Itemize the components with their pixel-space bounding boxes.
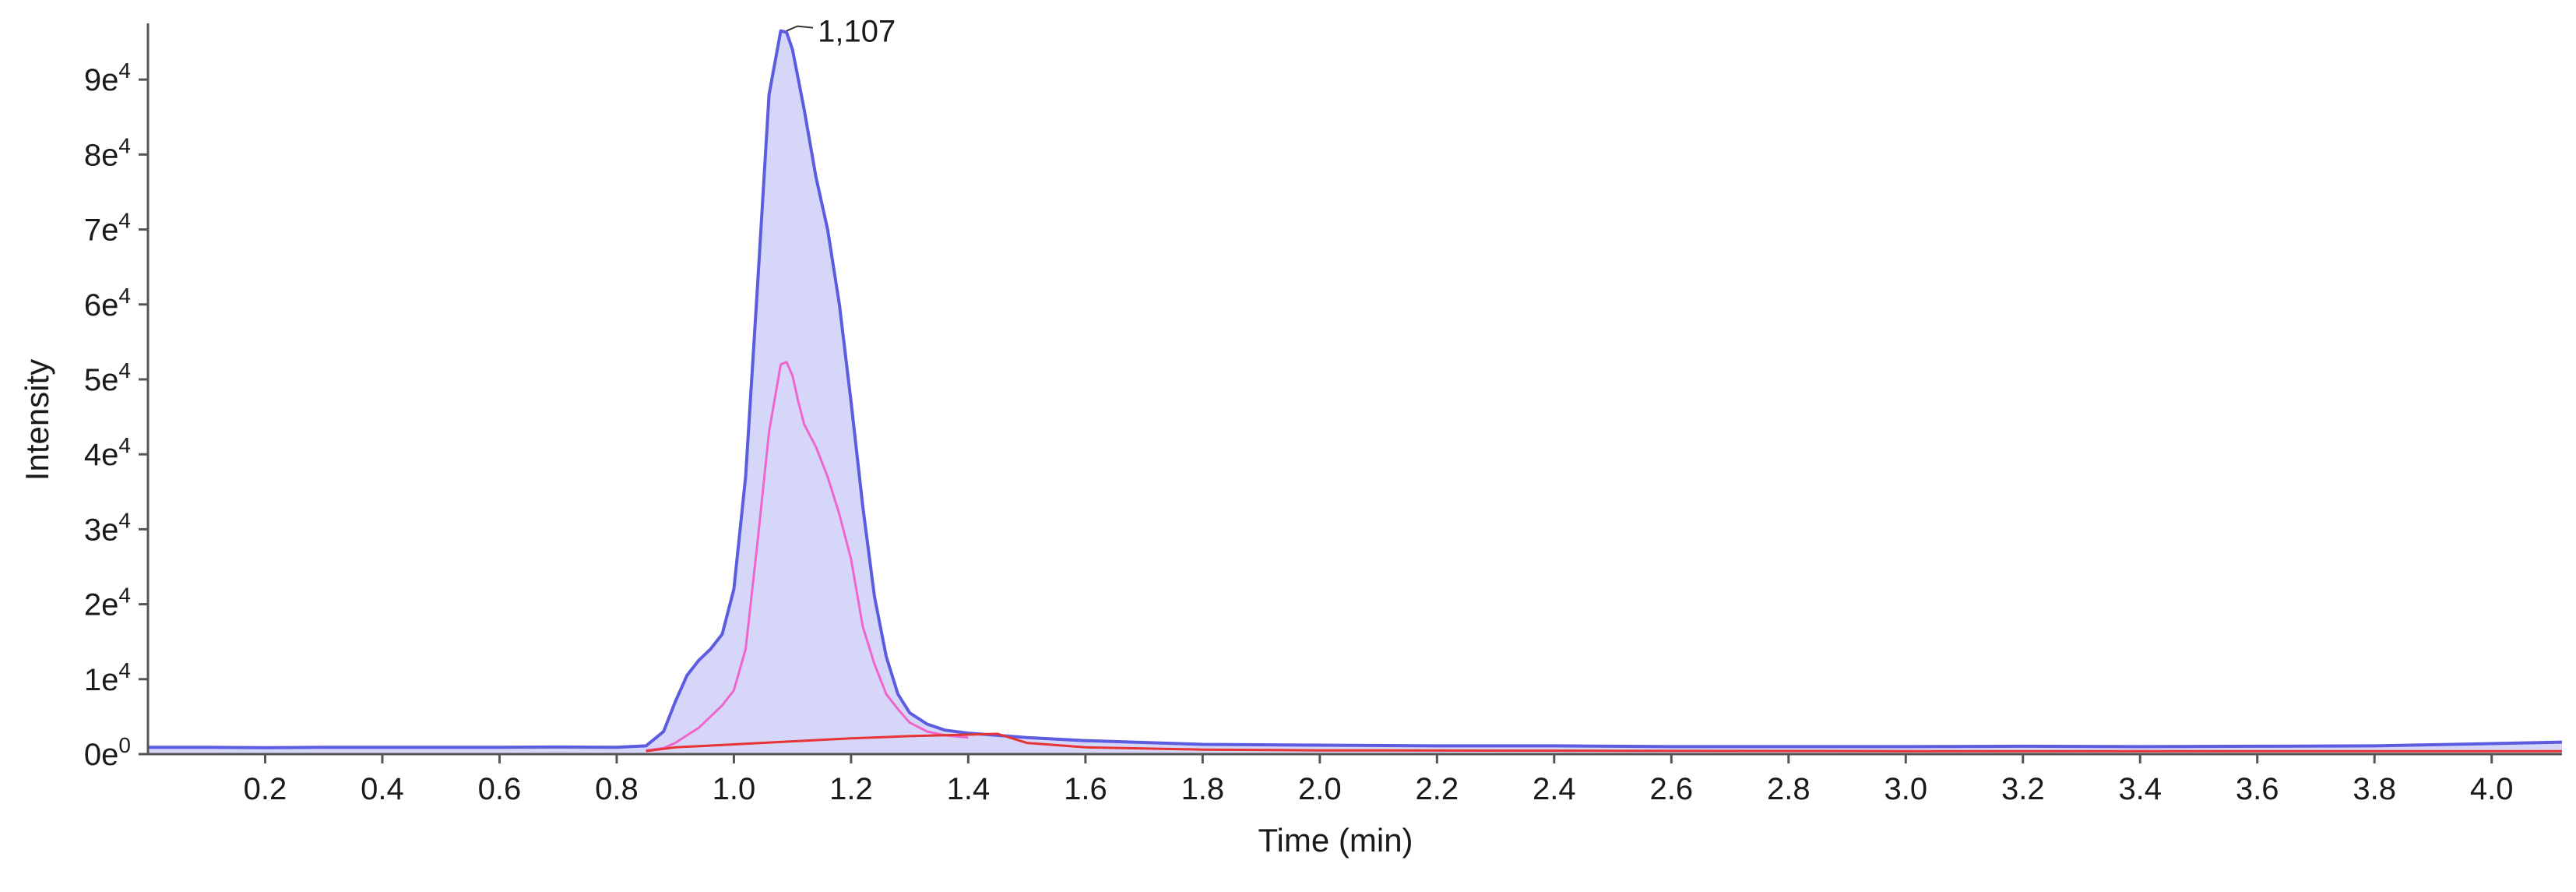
x-tick-label: 0.2 <box>244 772 287 806</box>
series-1-area <box>148 30 2562 755</box>
x-tick-label: 0.4 <box>361 772 404 806</box>
y-tick-label: 2e4 <box>84 584 131 622</box>
x-tick-label: 2.0 <box>1298 772 1342 806</box>
x-tick-label: 1.0 <box>713 772 756 806</box>
x-tick-label: 2.2 <box>1416 772 1459 806</box>
x-tick-label: 3.4 <box>2118 772 2162 806</box>
series-2-line <box>646 361 969 752</box>
x-axis-ticks: 0.2 0.4 0.6 0.8 1.0 1.2 1.4 1.6 1.8 2.0 2.2 2.4 2.6 2… <box>244 754 2514 806</box>
peak-annotation-label: 1,107 <box>818 15 896 49</box>
x-tick-label: 3.0 <box>1884 772 1927 806</box>
y-axis-title: Intensity <box>19 359 55 481</box>
series-3 <box>646 732 2562 753</box>
y-tick-label: 3e4 <box>84 508 131 547</box>
x-tick-label: 2.4 <box>1533 772 1576 806</box>
peak-annotation-leader <box>786 25 814 32</box>
y-tick-label: 1e4 <box>84 658 131 697</box>
x-tick-label: 1.4 <box>947 772 991 806</box>
x-tick-label: 2.8 <box>1767 772 1811 806</box>
x-axis-title: Time (min) <box>1258 822 1413 859</box>
x-tick-label: 1.8 <box>1181 772 1225 806</box>
y-tick-label: 5e4 <box>84 358 131 397</box>
x-tick-label: 3.8 <box>2353 772 2396 806</box>
y-tick-label: 0e0 <box>84 733 131 772</box>
x-tick-label: 0.6 <box>478 772 522 806</box>
axes-layer <box>146 23 2562 756</box>
series-2 <box>646 361 969 752</box>
x-tick-label: 0.8 <box>595 772 639 806</box>
y-tick-label: 4e4 <box>84 433 131 472</box>
y-tick-label: 8e4 <box>84 133 131 172</box>
series-1-line <box>148 29 2563 749</box>
x-tick-label: 4.0 <box>2470 772 2514 806</box>
series-3-line <box>646 732 2562 753</box>
y-tick-label: 6e4 <box>84 284 131 323</box>
x-tick-label: 3.6 <box>2236 772 2279 806</box>
series-1 <box>148 29 2563 755</box>
x-tick-label: 3.2 <box>2001 772 2045 806</box>
x-tick-label: 1.2 <box>829 772 873 806</box>
x-tick-label: 2.6 <box>1650 772 1694 806</box>
series-layer <box>148 29 2563 755</box>
x-tick-label: 1.6 <box>1064 772 1107 806</box>
peak-annotation: 1,107 <box>786 15 896 49</box>
y-axis-ticks: 0e0 1e4 2e4 3e4 4e4 5e4 6e4 7e4 8e4 9e4 <box>84 58 148 772</box>
y-tick-label: 9e4 <box>84 58 131 97</box>
annotation-layer: 1,107 <box>786 15 896 49</box>
y-tick-label: 7e4 <box>84 209 131 248</box>
